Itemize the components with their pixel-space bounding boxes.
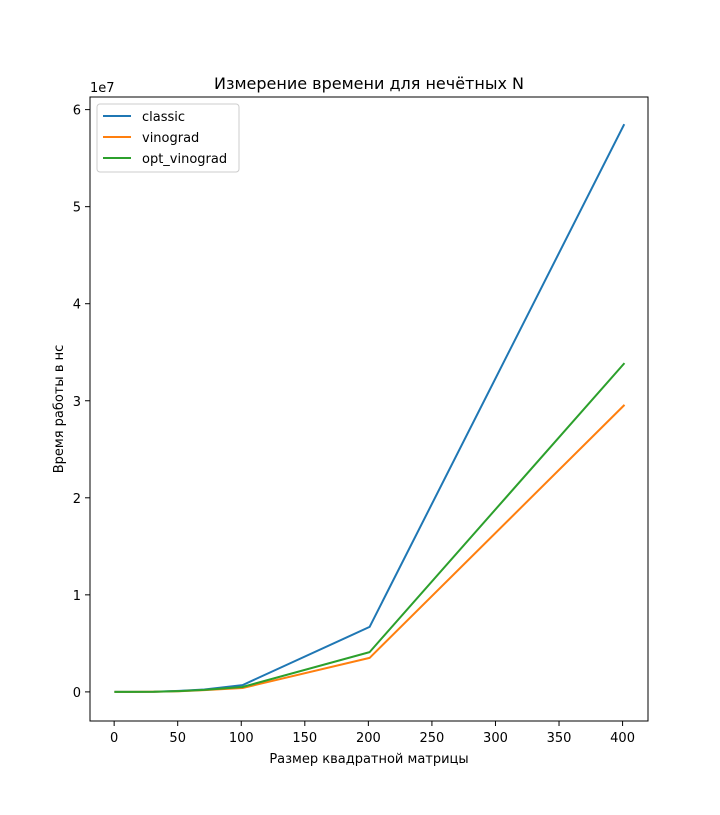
x-tick-label: 100	[229, 731, 254, 746]
x-tick-label: 150	[292, 731, 317, 746]
y-tick-label: 6	[73, 104, 81, 119]
legend-label-opt-vinograd: opt_vinograd	[142, 152, 227, 167]
x-tick-label: 300	[483, 731, 508, 746]
x-tick-label: 250	[420, 731, 445, 746]
legend-label-classic: classic	[142, 110, 185, 125]
x-tick-label: 200	[356, 731, 381, 746]
chart-title: Измерение времени для нечётных N	[214, 74, 524, 93]
y-tick-label: 2	[73, 492, 81, 507]
y-tick-label: 4	[73, 298, 81, 313]
series-line-opt-vinograd	[114, 362, 626, 693]
series-layer	[114, 123, 626, 693]
plot-frame	[89, 96, 649, 722]
legend: classic vinograd opt_vinograd	[96, 103, 240, 173]
y-tick-label: 3	[73, 395, 81, 410]
x-tick-label: 0	[110, 731, 118, 746]
x-axis-label: Размер квадратной матрицы	[269, 752, 468, 767]
x-tick-label: 50	[169, 731, 186, 746]
x-tick-label: 350	[547, 731, 572, 746]
legend-label-vinograd: vinograd	[142, 131, 199, 146]
y-offset-label: 1e7	[90, 81, 115, 96]
series-line-classic	[114, 123, 626, 693]
y-axis-label: Время работы в нс	[52, 345, 67, 474]
y-tick-label: 1	[73, 589, 81, 604]
y-tick-label: 0	[73, 686, 81, 701]
ticks-layer: 0 50 100 150 200 250 300 350 400 0 1 2 3 4 5 6	[73, 104, 635, 746]
x-tick-label: 400	[610, 731, 635, 746]
series-line-vinograd	[114, 404, 626, 693]
legend-box	[96, 103, 240, 173]
y-tick-label: 5	[73, 201, 81, 216]
